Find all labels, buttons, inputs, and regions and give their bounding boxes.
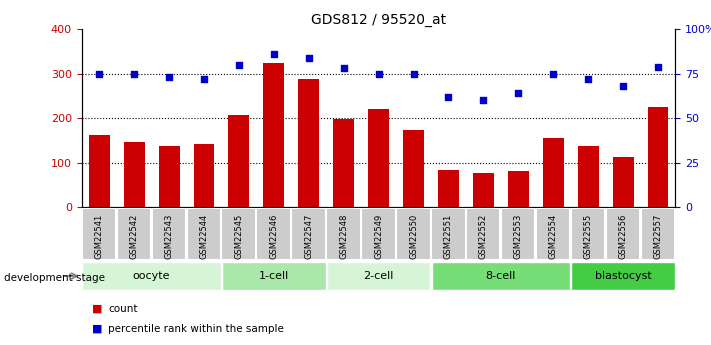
Text: GSM22543: GSM22543 — [164, 214, 173, 259]
Bar — [438, 170, 459, 207]
Text: blastocyst: blastocyst — [594, 271, 651, 281]
Bar — [508, 171, 529, 207]
FancyBboxPatch shape — [292, 208, 325, 259]
FancyBboxPatch shape — [82, 208, 115, 259]
Text: development stage: development stage — [4, 273, 105, 283]
Text: GSM22541: GSM22541 — [95, 214, 104, 259]
Text: GSM22551: GSM22551 — [444, 214, 453, 259]
Text: oocyte: oocyte — [133, 271, 171, 281]
FancyBboxPatch shape — [82, 262, 220, 290]
Point — [198, 76, 210, 82]
Bar — [159, 146, 180, 207]
Bar — [89, 135, 109, 207]
Text: 2-cell: 2-cell — [363, 271, 394, 281]
FancyBboxPatch shape — [361, 208, 395, 259]
Point — [129, 71, 140, 77]
Text: GSM22549: GSM22549 — [374, 214, 383, 259]
Bar — [613, 157, 634, 207]
Bar — [193, 144, 215, 207]
Point — [268, 51, 279, 57]
Bar — [299, 79, 319, 207]
Text: 8-cell: 8-cell — [486, 271, 516, 281]
Bar — [577, 146, 599, 207]
Point — [513, 90, 524, 96]
FancyBboxPatch shape — [466, 208, 499, 259]
Point — [582, 76, 594, 82]
FancyBboxPatch shape — [431, 208, 464, 259]
FancyBboxPatch shape — [396, 208, 429, 259]
FancyBboxPatch shape — [606, 208, 639, 259]
FancyBboxPatch shape — [571, 208, 604, 259]
FancyBboxPatch shape — [326, 208, 360, 259]
Text: GSM22550: GSM22550 — [409, 214, 418, 259]
Point — [547, 71, 559, 77]
FancyBboxPatch shape — [432, 262, 570, 290]
Point — [652, 64, 663, 69]
Point — [164, 75, 175, 80]
FancyBboxPatch shape — [327, 262, 430, 290]
Title: GDS812 / 95520_at: GDS812 / 95520_at — [311, 13, 447, 27]
Point — [478, 98, 489, 103]
Bar — [542, 138, 564, 207]
Text: GSM22547: GSM22547 — [304, 214, 314, 259]
FancyBboxPatch shape — [117, 208, 150, 259]
Text: GSM22552: GSM22552 — [479, 214, 488, 259]
Bar — [333, 119, 354, 207]
Text: GSM22544: GSM22544 — [200, 214, 208, 259]
Text: GSM22548: GSM22548 — [339, 214, 348, 259]
Text: count: count — [108, 304, 137, 314]
FancyBboxPatch shape — [257, 208, 290, 259]
FancyBboxPatch shape — [151, 208, 185, 259]
Text: GSM22545: GSM22545 — [235, 214, 243, 259]
Bar — [263, 63, 284, 207]
FancyBboxPatch shape — [221, 208, 255, 259]
FancyBboxPatch shape — [501, 208, 535, 259]
Point — [303, 55, 314, 60]
Bar — [648, 107, 668, 207]
FancyBboxPatch shape — [222, 262, 326, 290]
FancyBboxPatch shape — [641, 208, 674, 259]
Point — [373, 71, 384, 77]
Text: GSM22556: GSM22556 — [619, 214, 628, 259]
Bar — [124, 142, 144, 207]
FancyBboxPatch shape — [536, 208, 570, 259]
FancyBboxPatch shape — [186, 208, 220, 259]
Bar — [368, 109, 389, 207]
Text: ■: ■ — [92, 324, 103, 334]
Point — [408, 71, 419, 77]
Text: GSM22557: GSM22557 — [653, 214, 663, 259]
Point — [443, 94, 454, 100]
Point — [617, 83, 629, 89]
Text: GSM22542: GSM22542 — [129, 214, 139, 259]
Point — [338, 66, 349, 71]
Bar — [228, 115, 250, 207]
Text: 1-cell: 1-cell — [259, 271, 289, 281]
Bar — [473, 173, 494, 207]
Bar — [403, 130, 424, 207]
Text: GSM22555: GSM22555 — [584, 214, 593, 259]
Point — [233, 62, 245, 68]
Point — [94, 71, 105, 77]
FancyBboxPatch shape — [572, 262, 675, 290]
Text: percentile rank within the sample: percentile rank within the sample — [108, 324, 284, 334]
Text: GSM22546: GSM22546 — [269, 214, 278, 259]
Text: GSM22553: GSM22553 — [514, 214, 523, 259]
Text: ■: ■ — [92, 304, 103, 314]
Text: GSM22554: GSM22554 — [549, 214, 557, 259]
